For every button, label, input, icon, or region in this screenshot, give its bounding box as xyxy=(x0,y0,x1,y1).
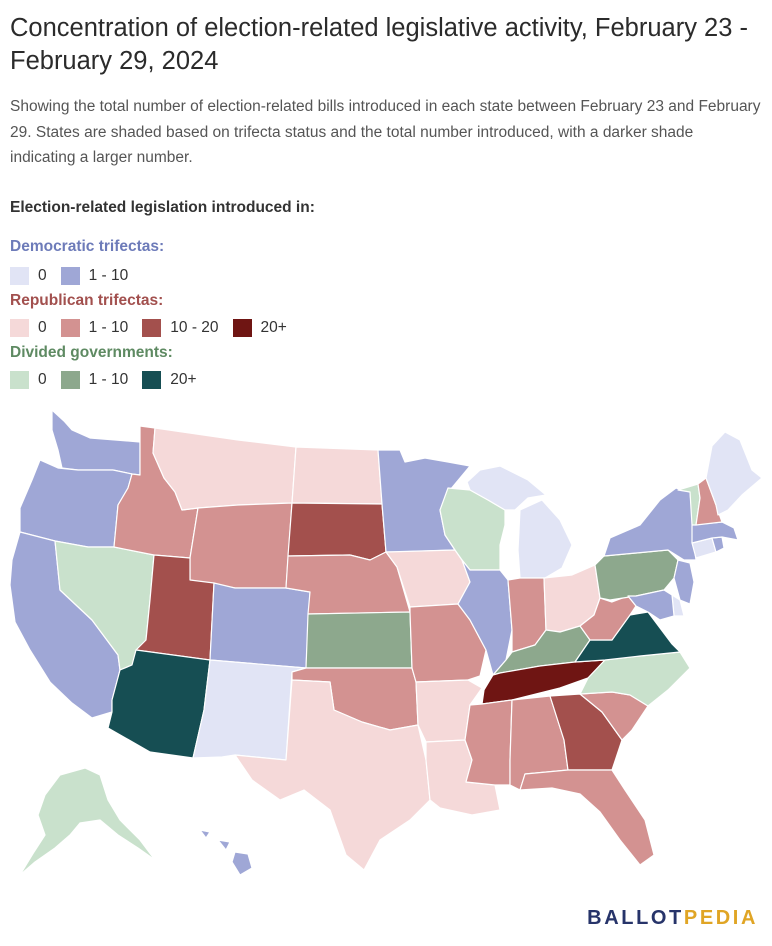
legend-heading: Election-related legislation introduced … xyxy=(10,199,315,216)
legend-swatch xyxy=(60,319,80,337)
legend-group-democratic: 0 1 - 10 xyxy=(10,265,142,287)
map-title: Concentration of election-related legisl… xyxy=(10,14,748,75)
legend-item-label: 20+ xyxy=(260,319,287,336)
legend-item: 20+ xyxy=(232,319,287,337)
legend-item: 1 - 10 xyxy=(60,319,129,337)
legend-item: 1 - 10 xyxy=(60,267,129,285)
legend-group-title-divided: Divided governments: xyxy=(10,344,173,361)
legend-swatch xyxy=(142,371,162,389)
legend-group-title-republican: Republican trifectas: xyxy=(10,292,164,309)
legend-swatch xyxy=(10,319,29,337)
legend-item-label: 1 - 10 xyxy=(88,267,129,284)
state-mi xyxy=(466,465,573,579)
state-nj xyxy=(673,559,695,605)
state-ma xyxy=(691,521,739,544)
us-states-map xyxy=(9,409,763,876)
legend-item-label: 0 xyxy=(38,267,47,284)
legend-swatch xyxy=(10,267,29,285)
legend-item-label: 10 - 20 xyxy=(170,319,219,336)
state-fl xyxy=(519,769,655,866)
legend-group-title-democratic: Democratic trifectas: xyxy=(10,238,165,255)
legend-item: 0 xyxy=(10,267,47,285)
legend-item: 20+ xyxy=(142,371,197,389)
legend-item: 0 xyxy=(10,319,47,337)
state-tx xyxy=(234,679,431,871)
state-co xyxy=(209,582,311,669)
legend-swatch xyxy=(142,319,162,337)
logo-main-text: BALLOT xyxy=(587,907,684,929)
state-nd xyxy=(291,446,383,505)
legend-item: 10 - 20 xyxy=(142,319,219,337)
state-ny xyxy=(603,487,697,561)
state-hi xyxy=(199,829,253,876)
legend-swatch xyxy=(60,371,80,389)
legend-swatch xyxy=(10,371,29,389)
state-wa xyxy=(51,409,141,476)
state-ne xyxy=(285,551,411,615)
state-wy xyxy=(189,502,293,589)
legend-swatch xyxy=(60,267,80,285)
legend-item-label: 0 xyxy=(38,371,47,388)
legend-swatch xyxy=(232,319,252,337)
state-ms xyxy=(464,699,513,786)
state-ks xyxy=(305,611,413,669)
state-md xyxy=(627,589,675,621)
legend-item-label: 1 - 10 xyxy=(88,371,129,388)
legend-item-label: 1 - 10 xyxy=(88,319,129,336)
state-me xyxy=(705,431,763,516)
ballotpedia-logo: BALLOTPEDIA xyxy=(587,907,758,930)
legend-group-divided: 0 1 - 10 20+ xyxy=(10,369,211,391)
state-ak xyxy=(19,767,156,876)
legend-item: 0 xyxy=(10,371,47,389)
state-sd xyxy=(287,502,387,561)
logo-accent-text: PEDIA xyxy=(683,907,758,929)
legend-item: 1 - 10 xyxy=(60,371,129,389)
legend-item-label: 0 xyxy=(38,319,47,336)
map-subtitle: Showing the total number of election-rel… xyxy=(10,98,761,166)
legend-item-label: 20+ xyxy=(170,371,197,388)
legend-group-republican: 0 1 - 10 10 - 20 20+ xyxy=(10,317,301,339)
